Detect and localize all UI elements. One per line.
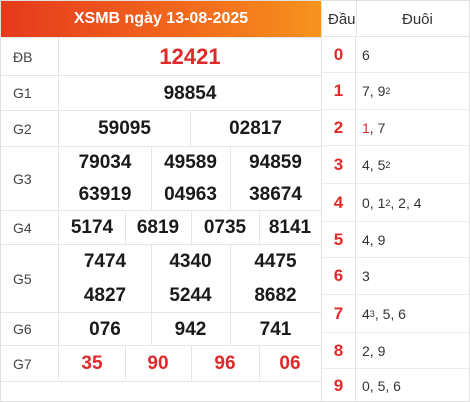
label-special: ĐB	[1, 38, 59, 75]
row-g6: G6 076 942 741	[1, 312, 321, 346]
label-g3: G3	[1, 147, 59, 210]
row-g5: G5 7474 4340 4475 4827 5244 8682	[1, 244, 321, 313]
loto-tail: 1, 7	[362, 119, 386, 136]
g4-number: 5174	[70, 217, 114, 238]
g6-number: 076	[89, 318, 121, 340]
g4-number: 6819	[136, 217, 180, 238]
tail-column-title: Đuôi	[402, 10, 433, 28]
g3-number: 94859	[249, 152, 302, 173]
g5-number: 4827	[83, 285, 127, 306]
row-g2: G2 59095 02817	[1, 110, 321, 147]
loto-row-2: 2 1, 7	[322, 110, 469, 146]
g5-number: 8682	[254, 285, 297, 306]
loto-tail: 4, 9	[362, 231, 386, 248]
loto-header: Đầu Đuôi	[322, 1, 469, 37]
g6-number: 741	[259, 318, 292, 340]
head-column-title: Đầu	[328, 10, 356, 28]
g5-number: 4340	[169, 251, 212, 272]
g3-number: 49589	[164, 152, 217, 173]
g6-number: 942	[174, 318, 207, 340]
g1-number: 98854	[163, 82, 217, 104]
loto-head: 8	[322, 333, 356, 368]
loto-row-8: 8 2, 9	[322, 333, 469, 369]
row-special-prize: ĐB 12421	[1, 37, 321, 75]
g4-number: 8141	[268, 217, 312, 238]
g5-number: 4475	[254, 251, 297, 272]
g5-number: 5244	[169, 285, 212, 306]
loto-head: 1	[322, 73, 356, 109]
loto-tail: 2, 9	[362, 342, 386, 359]
loto-row-5: 5 4, 9	[322, 222, 469, 258]
label-g2: G2	[1, 111, 59, 146]
loto-head: 4	[322, 184, 356, 221]
g3-number: 38674	[249, 184, 302, 205]
g3-number: 79034	[78, 152, 132, 173]
special-prize-number: 12421	[159, 44, 221, 69]
g7-number: 96	[214, 353, 236, 374]
loto-tail: 3	[362, 268, 370, 284]
loto-row-0: 0 6	[322, 37, 469, 73]
g3-number: 04963	[164, 184, 217, 205]
g2-number: 02817	[229, 118, 282, 139]
label-g5: G5	[1, 245, 59, 312]
loto-head: 2	[322, 110, 356, 145]
loto-head: 6	[322, 258, 356, 294]
g3-number: 63919	[78, 184, 132, 205]
loto-row-6: 6 3	[322, 258, 469, 295]
results-title[interactable]: XSMB ngày 13-08-2025	[1, 1, 321, 37]
g7-number: 06	[279, 353, 301, 374]
label-g4: G4	[1, 211, 59, 244]
loto-tail: 6	[362, 46, 370, 63]
g7-number: 90	[147, 353, 169, 374]
loto-head: 9	[322, 369, 356, 402]
results-table: XSMB ngày 13-08-2025 ĐB 12421 G1 98854 G…	[0, 0, 322, 402]
row-g3: G3 79034 49589 94859 63919 04963 38674	[1, 146, 321, 211]
loto-row-9: 9 0, 5, 6	[322, 369, 469, 402]
loto-head: 0	[322, 37, 356, 72]
row-g7: G7 35 90 96 06	[1, 345, 321, 382]
row-g1: G1 98854	[1, 75, 321, 110]
loto-head: 7	[322, 295, 356, 332]
loto-tail: 0, 5, 6	[362, 378, 401, 394]
row-g4: G4 5174 6819 0735 8141	[1, 210, 321, 245]
g5-number: 7474	[83, 251, 127, 272]
g2-number: 59095	[98, 118, 151, 139]
label-g6: G6	[1, 313, 59, 345]
g7-number: 35	[81, 353, 103, 374]
g4-number: 0735	[203, 217, 247, 238]
loto-head: 3	[322, 146, 356, 183]
loto-head: 5	[322, 222, 356, 257]
label-g1: G1	[1, 76, 59, 110]
label-g7: G7	[1, 346, 59, 381]
